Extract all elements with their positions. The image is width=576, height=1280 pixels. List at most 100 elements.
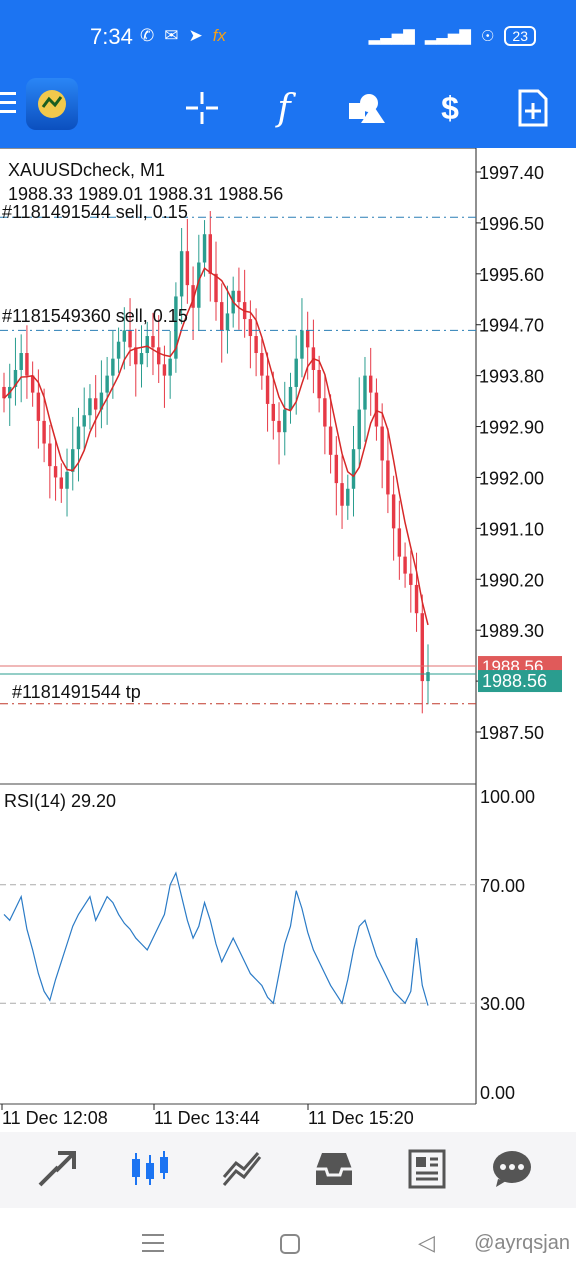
rsi-level-label: 70.00: [480, 876, 525, 896]
candle-body: [76, 426, 81, 450]
rsi-level-label: 30.00: [480, 994, 525, 1014]
home-icon[interactable]: [280, 1234, 300, 1254]
system-nav-bar: ◁ @ayrqsjan: [0, 1208, 576, 1280]
signal-icon: ▂▃▅▇: [424, 28, 471, 45]
candle-body: [340, 483, 344, 506]
candle-body: [305, 330, 310, 348]
order-label[interactable]: #1181549360 sell, 0.15: [2, 306, 188, 326]
candle-body: [254, 336, 258, 354]
candle-body: [88, 398, 92, 416]
candle-body: [208, 234, 212, 274]
messages-tab[interactable]: [484, 1146, 540, 1192]
candle-body: [277, 420, 281, 433]
candle-body: [271, 403, 276, 421]
candle-body: [288, 386, 293, 410]
candle-body: [151, 336, 155, 348]
rsi-level-label: 0.00: [480, 1083, 515, 1103]
candle-body: [30, 375, 35, 393]
candle-body: [317, 369, 321, 399]
candle-body: [174, 296, 178, 359]
candle-body: [13, 369, 18, 387]
order-label[interactable]: #1181491544 sell, 0.15: [2, 202, 188, 222]
back-icon[interactable]: ◁: [418, 1230, 435, 1255]
signal-4g-icon: ▂▃▅▇: [368, 28, 415, 45]
new-order-icon[interactable]: [503, 78, 563, 138]
candle-body: [414, 584, 419, 614]
crosshair-icon[interactable]: [172, 78, 232, 138]
trade-icon[interactable]: $: [441, 89, 459, 126]
candle-body: [334, 454, 339, 484]
candle-body: [53, 466, 58, 478]
candle-body: [248, 319, 253, 337]
chart-area[interactable]: 1997.40 1996.50 1995.60 1994.70 1993.80 1992.…: [0, 148, 576, 1132]
candle-body: [111, 358, 115, 376]
candle-body: [191, 285, 195, 308]
watermark-text: @ayrqsjan: [474, 1232, 570, 1254]
candle-body: [48, 443, 52, 467]
clock: 7:34: [90, 24, 133, 49]
candle-body: [363, 375, 367, 410]
price-tick-label: 1996.50: [479, 214, 544, 234]
menu-icon[interactable]: [0, 92, 16, 116]
data-saver-icon: ☉: [480, 28, 495, 45]
rsi-levels: 100.00 70.00 30.00 0.00: [0, 787, 535, 1103]
candle-body: [99, 392, 104, 410]
candle-body: [71, 449, 75, 472]
candle-body: [214, 273, 218, 303]
candle-body: [237, 290, 241, 303]
moving-average-line: [3, 266, 429, 626]
price-tick-label: 1991.10: [479, 519, 544, 539]
news-tab[interactable]: [398, 1146, 454, 1192]
function-icon[interactable]: f: [277, 87, 291, 129]
candle-body: [202, 234, 207, 263]
chart-toolbar: f $: [0, 70, 576, 148]
candle-body: [19, 353, 23, 370]
ohlc-label: 1988.33 1989.01 1988.31 1988.56: [8, 184, 284, 204]
candle-body: [283, 409, 287, 433]
telegram-icon: ➤: [188, 26, 203, 45]
time-tick-label: 11 Dec 15:20: [308, 1108, 414, 1128]
chart-tab[interactable]: [122, 1146, 178, 1192]
price-chart[interactable]: 1997.40 1996.50 1995.60 1994.70 1993.80 1992.…: [0, 148, 576, 1132]
candle-body: [145, 336, 149, 354]
whatsapp-icon: ✆: [140, 26, 155, 45]
messenger-icon: ✉: [164, 26, 179, 45]
candle-body: [323, 398, 327, 427]
candle-body: [197, 262, 201, 308]
metatrader-logo[interactable]: [26, 78, 78, 130]
candle-body: [185, 251, 190, 286]
candle-body: [386, 460, 390, 495]
history-tab[interactable]: [306, 1146, 362, 1192]
trade-tab[interactable]: [214, 1146, 270, 1192]
candle-body: [162, 364, 167, 376]
candle-body: [426, 672, 430, 682]
candle-body: [82, 415, 86, 427]
candle-body: [391, 494, 396, 529]
recent-apps-icon[interactable]: [142, 1234, 164, 1252]
candle-body: [397, 528, 402, 557]
candle-body: [380, 426, 384, 461]
candle-body: [225, 313, 230, 331]
time-tick-label: 11 Dec 13:44: [154, 1108, 260, 1128]
price-tick-label: 1989.30: [479, 621, 544, 641]
time-axis: 11 Dec 12:08 11 Dec 13:44 11 Dec 15:20: [1, 1104, 414, 1128]
rsi-level-label: 100.00: [480, 787, 535, 807]
candle-body: [139, 353, 144, 365]
battery-indicator: 23: [504, 26, 536, 46]
candle-body: [260, 353, 264, 376]
fx-icon: fx: [212, 26, 226, 45]
candle-body: [220, 302, 224, 331]
price-tick-label: 1987.50: [479, 723, 544, 743]
quotes-tab[interactable]: [30, 1146, 86, 1192]
price-tick-label: 1995.60: [479, 265, 544, 285]
objects-icon[interactable]: [337, 78, 397, 138]
candlestick-series: [2, 211, 430, 714]
ask-price-tag: [478, 670, 562, 693]
price-tick-label: 1997.40: [479, 163, 544, 183]
time-tick-label: 11 Dec 12:08: [2, 1108, 108, 1128]
tp-label[interactable]: #1181491544 tp: [12, 682, 141, 702]
candle-body: [36, 392, 41, 421]
status-bar: 7:34 ✆ ✉ ➤ fx ▂▃▅▇ ▂▃▅▇ ☉ 23: [0, 0, 576, 70]
candle-body: [368, 375, 373, 393]
ask-price-label: 1988.56: [482, 671, 547, 691]
